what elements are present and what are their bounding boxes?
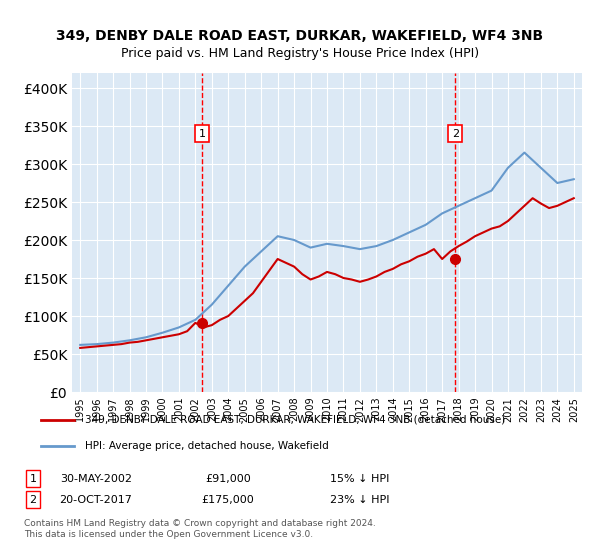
Text: £175,000: £175,000 [202,494,254,505]
Text: 2: 2 [29,494,37,505]
Text: 349, DENBY DALE ROAD EAST, DURKAR, WAKEFIELD, WF4 3NB: 349, DENBY DALE ROAD EAST, DURKAR, WAKEF… [56,29,544,44]
Text: 15% ↓ HPI: 15% ↓ HPI [331,474,389,484]
Text: 30-MAY-2002: 30-MAY-2002 [60,474,132,484]
Text: Contains HM Land Registry data © Crown copyright and database right 2024.
This d: Contains HM Land Registry data © Crown c… [24,520,376,539]
Text: 1: 1 [199,129,206,139]
Text: Price paid vs. HM Land Registry's House Price Index (HPI): Price paid vs. HM Land Registry's House … [121,46,479,60]
Text: HPI: Average price, detached house, Wakefield: HPI: Average price, detached house, Wake… [85,441,329,451]
Text: £91,000: £91,000 [205,474,251,484]
Text: 1: 1 [29,474,37,484]
Text: 349, DENBY DALE ROAD EAST, DURKAR, WAKEFIELD, WF4 3NB (detached house): 349, DENBY DALE ROAD EAST, DURKAR, WAKEF… [85,415,506,425]
Text: 2: 2 [452,129,459,139]
Text: 23% ↓ HPI: 23% ↓ HPI [330,494,390,505]
Text: 20-OCT-2017: 20-OCT-2017 [59,494,133,505]
